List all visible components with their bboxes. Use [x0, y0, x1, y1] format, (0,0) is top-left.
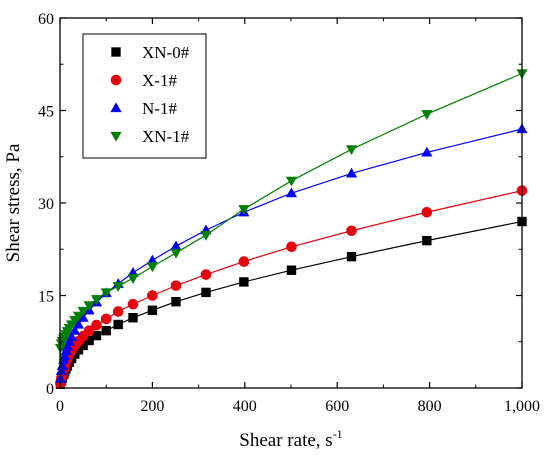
x-tick-label: 1,000: [504, 398, 540, 415]
data-point: [421, 110, 433, 120]
legend-label: XN-1#: [142, 127, 190, 146]
data-point: [345, 167, 358, 178]
data-point: [127, 274, 139, 284]
data-point: [345, 145, 358, 156]
data-point: [128, 312, 138, 323]
data-point: [200, 269, 212, 280]
tick-labels: 0 200 400 600 800 1,000 0 15 30 45 60: [38, 11, 540, 415]
data-point: [285, 187, 298, 198]
x-tick-label: 600: [325, 398, 349, 415]
data-point: [171, 296, 181, 307]
ticks-layer: [59, 17, 523, 389]
data-point: [100, 313, 112, 325]
data-point: [72, 311, 85, 322]
legend-marker: [110, 102, 122, 113]
legend-item: XN-1#: [110, 127, 190, 146]
x-axis-title-superscript: -1: [333, 427, 343, 441]
y-tick-label: 60: [38, 11, 54, 28]
data-point: [238, 256, 250, 267]
data-point: [101, 325, 111, 336]
data-point: [147, 290, 158, 301]
data-point: [421, 146, 433, 157]
series-X-1#: [55, 185, 528, 389]
data-point: [69, 324, 81, 335]
data-point: [286, 265, 297, 275]
data-point: [91, 330, 102, 341]
data-point: [91, 319, 102, 331]
y-tick-label: 0: [46, 381, 54, 398]
series-line: [59, 128, 523, 385]
series-layer: [54, 69, 528, 389]
data-point: [346, 251, 357, 262]
data-point: [201, 287, 211, 298]
legend-label: X-1#: [142, 71, 177, 90]
data-point: [90, 295, 103, 305]
data-point: [112, 282, 124, 292]
data-point: [61, 341, 73, 351]
y-tick-label: 45: [38, 104, 54, 121]
data-point: [77, 306, 89, 317]
data-point: [72, 318, 85, 329]
data-point: [421, 206, 433, 218]
legend: XN-0# X-1# N-1# XN-1#: [82, 33, 207, 159]
data-point: [113, 319, 123, 330]
data-point: [170, 240, 182, 251]
data-point: [100, 288, 112, 299]
legend-item: X-1#: [110, 71, 177, 90]
data-point: [170, 280, 182, 291]
legend-box: [82, 33, 207, 159]
data-point: [200, 230, 212, 241]
series-line: [59, 190, 523, 387]
series-N-1#: [54, 123, 528, 385]
legend-marker: [110, 131, 122, 142]
x-axis-title: Shear rate, s-1: [239, 427, 342, 451]
data-point: [83, 301, 95, 312]
x-tick-label: 800: [418, 398, 442, 415]
x-tick-label: 400: [233, 398, 257, 415]
legend-marker: [110, 74, 122, 86]
y-tick-label: 15: [38, 289, 54, 306]
y-axis-title: Shear stress, Pa: [3, 143, 24, 262]
legend-label: XN-0#: [142, 43, 190, 62]
legend-item: XN-0#: [111, 43, 190, 62]
x-tick-label: 0: [56, 398, 64, 415]
data-point: [63, 336, 75, 346]
legend-label: N-1#: [142, 99, 177, 118]
data-point: [127, 298, 139, 310]
data-point: [112, 306, 124, 317]
data-point: [346, 225, 357, 237]
x-tick-label: 200: [140, 398, 164, 415]
data-point: [59, 350, 71, 361]
data-point: [285, 176, 298, 187]
data-point: [65, 331, 78, 341]
data-point: [422, 235, 432, 246]
data-point: [239, 277, 249, 287]
data-point: [170, 248, 182, 259]
data-point: [286, 241, 297, 253]
data-point: [238, 205, 250, 215]
legend-marker: [111, 47, 121, 57]
data-point: [55, 365, 67, 375]
data-point: [146, 262, 158, 273]
data-point: [147, 305, 158, 315]
data-point: [83, 325, 95, 336]
x-axis-title-text: Shear rate, s: [239, 430, 332, 451]
y-tick-label: 30: [38, 196, 54, 213]
legend-item: N-1#: [110, 99, 177, 118]
